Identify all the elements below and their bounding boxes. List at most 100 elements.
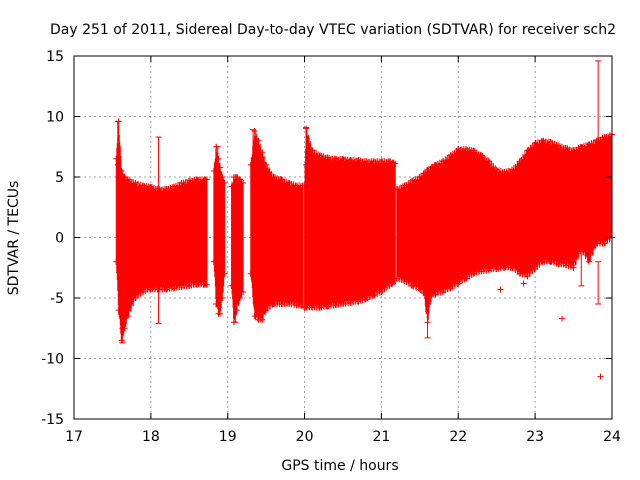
data-point	[559, 315, 566, 322]
data-point-marker	[447, 285, 454, 292]
data-point-marker	[278, 301, 285, 308]
data-point-marker	[324, 154, 331, 161]
data-point	[497, 286, 504, 293]
data-point-marker	[432, 161, 439, 168]
data-point-marker	[547, 138, 554, 145]
data-point-marker	[347, 299, 354, 306]
data-point-marker	[393, 186, 400, 193]
data-point-marker	[501, 264, 508, 271]
data-point-marker	[132, 180, 139, 187]
x-tick-label: 20	[296, 429, 314, 445]
x-tick-label: 21	[373, 429, 391, 445]
data-point-marker	[386, 158, 393, 165]
error-bar-band	[250, 128, 304, 323]
data-point-marker	[340, 301, 346, 308]
data-point-marker	[363, 296, 370, 303]
data-point-marker	[332, 302, 339, 309]
data-point-marker	[601, 134, 608, 141]
data-point-marker	[221, 180, 228, 187]
data-point-marker	[259, 316, 266, 323]
axis-ticks: 17 18 19 20 21 22 23 24 -15 -10 -5 0 5 10 15	[41, 49, 621, 445]
data-point-marker	[416, 174, 423, 180]
data-point-marker	[251, 128, 258, 135]
data-point-marker	[240, 288, 247, 295]
error-bar-spike	[214, 146, 221, 178]
error-bar-band	[213, 145, 226, 317]
x-tick-label: 17	[65, 429, 83, 445]
data-point-marker	[601, 240, 608, 247]
data-point-marker	[562, 262, 569, 269]
data-point-marker	[386, 282, 393, 289]
data-point-marker	[237, 295, 244, 301]
data-point-marker	[124, 313, 131, 320]
data-point-marker	[355, 298, 362, 305]
data-point-marker	[439, 158, 446, 165]
data-point-marker	[555, 261, 562, 268]
data-point-marker	[286, 180, 293, 187]
data-point-marker	[217, 310, 224, 317]
data-point-marker	[370, 292, 377, 299]
y-tick-label: -15	[41, 412, 64, 428]
error-bar-band	[231, 174, 244, 325]
data-point-marker	[493, 265, 500, 272]
y-tick-label: 15	[46, 49, 64, 65]
data-point-marker	[409, 282, 416, 289]
data-point-marker	[355, 157, 362, 164]
data-point-marker	[462, 275, 469, 282]
data-point-marker	[193, 281, 200, 288]
data-point-marker	[316, 152, 323, 159]
data-point-marker	[113, 258, 120, 265]
error-bar-spike	[119, 327, 126, 344]
data-point-marker	[420, 170, 427, 177]
data-point-marker	[532, 265, 539, 272]
y-tick-label: -10	[41, 352, 64, 368]
error-bar-band	[304, 128, 396, 311]
data-point-marker	[270, 174, 277, 180]
data-point-marker	[478, 268, 485, 275]
data-point-marker	[233, 174, 240, 180]
data-point-marker	[409, 177, 416, 184]
data-point-marker	[486, 158, 493, 165]
error-bar-spike	[595, 261, 602, 305]
data-point-marker	[392, 160, 399, 167]
error-bar-spike	[303, 126, 310, 166]
data-point-marker	[170, 285, 177, 292]
x-tick-label: 23	[526, 429, 544, 445]
error-bar-spike	[595, 60, 602, 142]
data-point-marker	[332, 155, 339, 162]
y-tick-label: 0	[55, 231, 64, 247]
data-point	[520, 280, 527, 287]
data-point-marker	[470, 147, 477, 154]
data-point-marker	[363, 158, 370, 165]
data-point-marker	[455, 280, 462, 287]
data-point-marker	[203, 176, 210, 183]
data-point-marker	[570, 264, 577, 271]
data-point-marker	[486, 267, 493, 274]
data-point-marker	[562, 144, 569, 151]
data-point-marker	[547, 258, 554, 265]
data-point-marker	[140, 182, 147, 189]
data-point-marker	[516, 158, 523, 165]
data-point-marker	[247, 270, 254, 277]
data-series	[113, 60, 615, 380]
data-point-marker	[420, 290, 427, 297]
data-point-marker	[401, 278, 408, 285]
data-point-marker	[210, 167, 217, 174]
x-tick-label: 24	[603, 429, 621, 445]
data-point-marker	[378, 288, 385, 295]
data-point-marker	[378, 158, 385, 165]
chart-title: Day 251 of 2011, Sidereal Day-to-day VTE…	[50, 22, 616, 38]
data-point-marker	[193, 176, 200, 183]
data-point-marker	[428, 292, 435, 299]
y-tick-label: 10	[46, 110, 64, 126]
data-point-marker	[309, 147, 316, 154]
data-point-marker	[516, 270, 523, 277]
data-point-marker	[163, 186, 170, 193]
data-point-marker	[118, 167, 125, 174]
data-point-marker	[210, 258, 217, 265]
error-bar-band	[396, 132, 613, 322]
data-point-marker	[147, 286, 154, 293]
data-point-marker	[447, 152, 454, 159]
data-point-marker	[509, 166, 516, 173]
